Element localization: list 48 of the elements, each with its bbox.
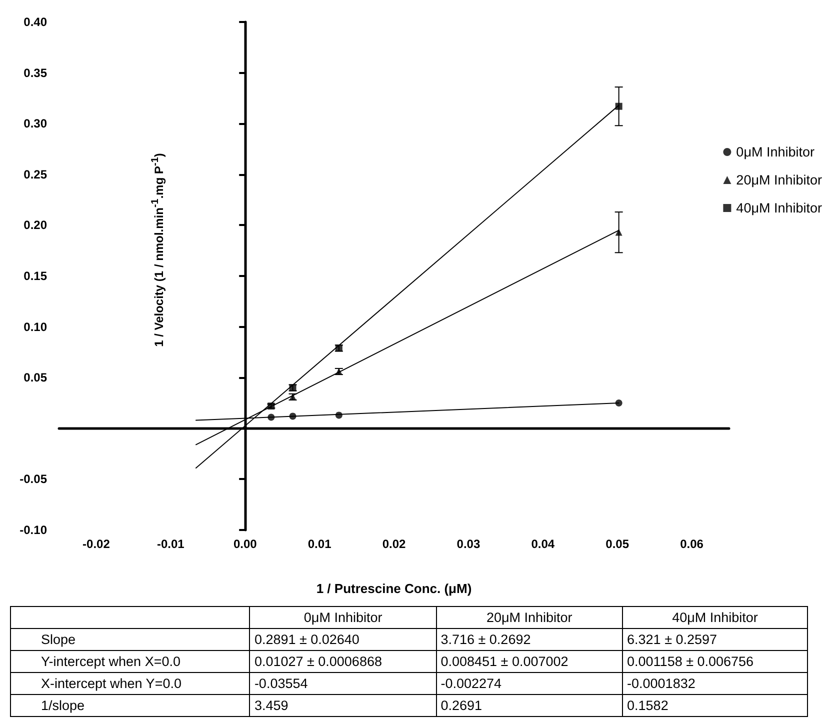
legend-label: 20μM Inhibitor (736, 172, 823, 188)
point (289, 412, 296, 420)
y-tick-label: 0.10 (24, 320, 48, 334)
y-tick-label: 0.40 (24, 15, 48, 29)
x-tick-label: -0.02 (82, 537, 110, 551)
point (615, 400, 622, 406)
text: Slope (10, 628, 250, 650)
x-tick-label: 0.02 (382, 537, 406, 551)
text: 20μM Inhibitor (486, 610, 572, 625)
text: 0.001158 ± 0.006756 (622, 650, 808, 672)
text: 1/slope (10, 694, 250, 716)
y-tick-label: -0.05 (20, 472, 48, 486)
legend-label: 40μM Inhibitor (736, 200, 823, 216)
text: X-intercept when Y=0.0 (10, 672, 250, 694)
text: -0.03554 (250, 672, 436, 694)
y-tick-label: -0.10 (20, 523, 48, 537)
x-tick-label: 0.00 (233, 537, 258, 551)
x-tick-label: 0.01 (308, 537, 332, 551)
point (268, 414, 275, 421)
text: 0.008451 ± 0.007002 (436, 650, 623, 672)
text: 3.459 (250, 694, 436, 716)
text: -0.0001832 (622, 672, 808, 694)
text: 0.2891 ± 0.02640 (250, 628, 436, 650)
x-axis-title: 1 / Putrescine Conc. (μM) (316, 581, 472, 596)
x-tick-label: 0.03 (456, 537, 480, 551)
y-tick-label: 0.30 (24, 116, 48, 131)
text: 0μM Inhibitor (304, 610, 382, 625)
x-tick-label: 0.04 (531, 537, 555, 551)
text: 40μM Inhibitor (672, 610, 758, 625)
point (335, 412, 342, 419)
y-tick-label: 0.35 (24, 66, 48, 80)
text: 0.2691 (436, 694, 623, 716)
text: Y-intercept when X=0.0 (10, 650, 250, 672)
point (615, 102, 622, 110)
legend-label: 0μM Inhibitor (736, 144, 815, 160)
x-tick-label: 0.06 (680, 537, 704, 551)
text: 6.321 ± 0.2597 (622, 628, 808, 650)
text: 3.716 ± 0.2692 (436, 628, 623, 650)
text: 0.01027 ± 0.0006868 (250, 650, 436, 672)
y-tick-label: 0.05 (24, 370, 48, 385)
y-tick-label: 0.20 (24, 218, 48, 232)
point (615, 228, 622, 236)
text: -0.002274 (436, 672, 623, 694)
x-tick-label: -0.01 (156, 537, 185, 551)
x-tick-label: 0.05 (606, 537, 630, 551)
y-tick-label: 0.15 (24, 269, 48, 283)
text: 0.1582 (622, 694, 808, 716)
y-tick-label: 0.25 (24, 167, 48, 182)
